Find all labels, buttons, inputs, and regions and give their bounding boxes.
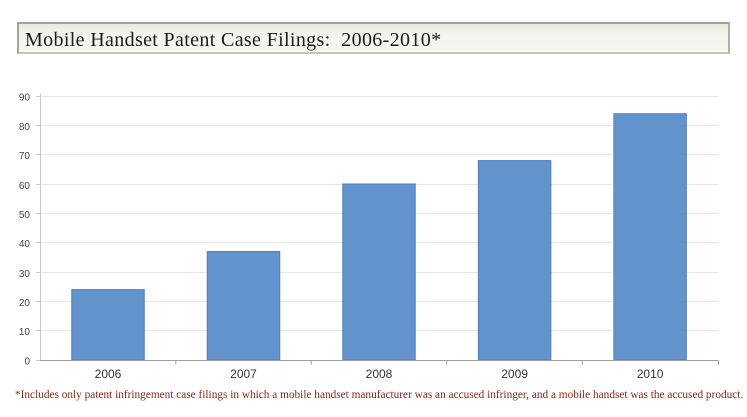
svg-text:80: 80 <box>19 122 31 133</box>
svg-text:60: 60 <box>19 181 31 192</box>
svg-text:2009: 2009 <box>501 367 528 381</box>
svg-text:70: 70 <box>19 151 31 162</box>
svg-text:0: 0 <box>24 357 30 368</box>
svg-text:40: 40 <box>19 239 31 250</box>
svg-text:2007: 2007 <box>230 367 257 381</box>
svg-text:20: 20 <box>19 298 31 309</box>
svg-text:10: 10 <box>19 327 31 338</box>
svg-text:90: 90 <box>19 93 31 104</box>
svg-text:2006: 2006 <box>95 367 122 381</box>
svg-text:2008: 2008 <box>366 367 393 381</box>
svg-text:30: 30 <box>19 269 31 280</box>
svg-text:2010: 2010 <box>637 367 664 381</box>
svg-text:50: 50 <box>19 210 31 221</box>
